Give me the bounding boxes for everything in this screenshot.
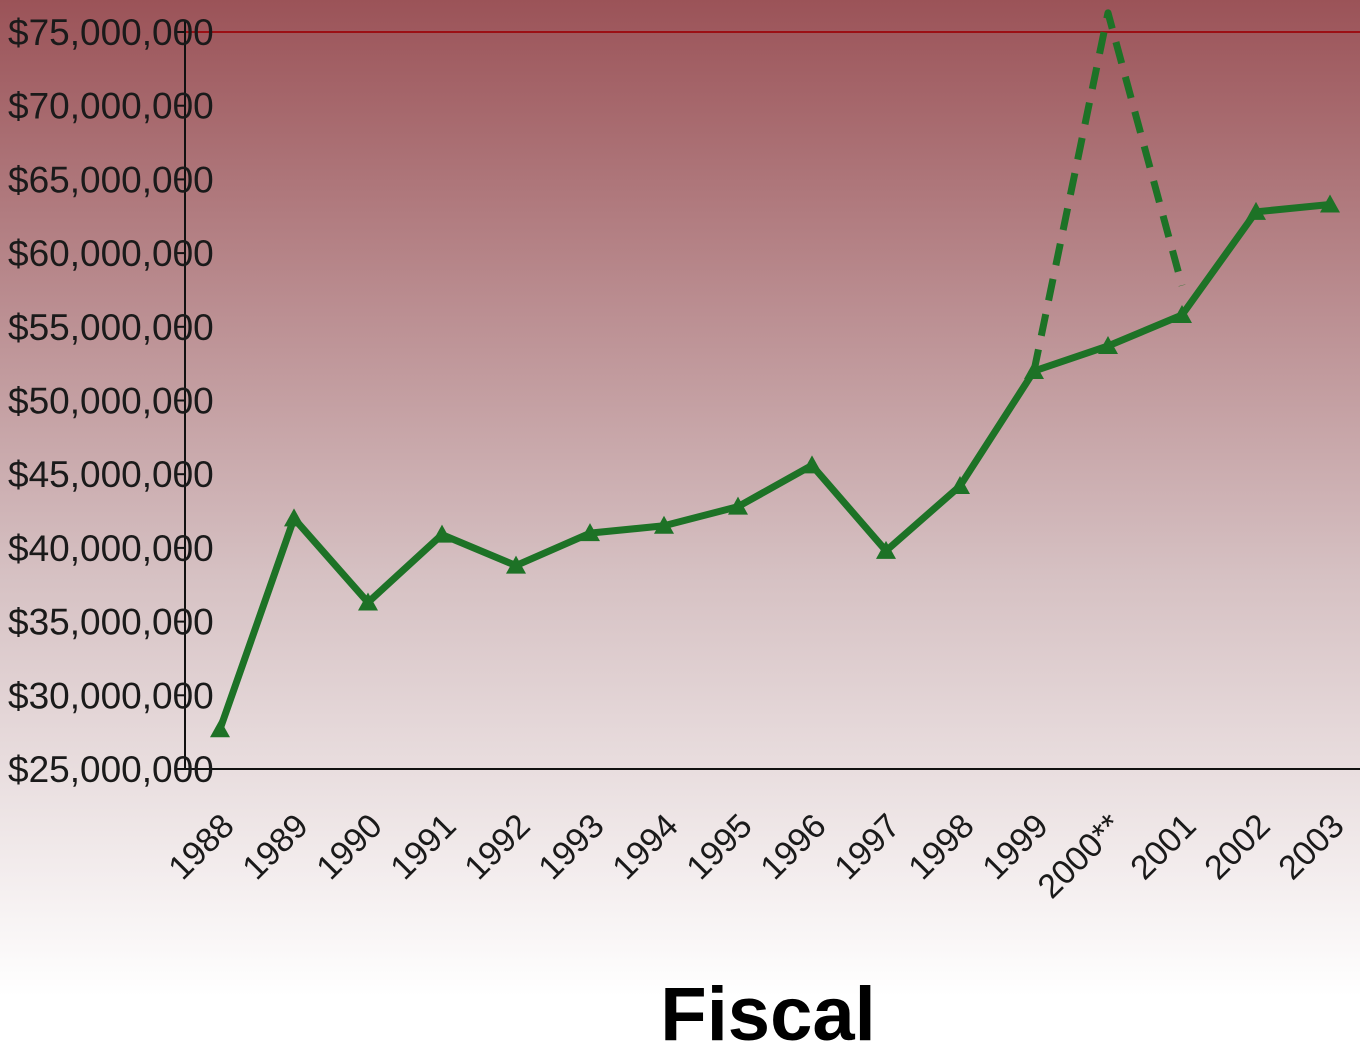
- data-point-marker: [1320, 194, 1340, 213]
- y-tick-label: $60,000,000: [8, 233, 214, 274]
- data-point-marker: [1172, 305, 1192, 324]
- x-axis-title: Fiscal: [660, 972, 875, 1049]
- data-point-marker: [654, 515, 674, 534]
- y-tick-label: $55,000,000: [8, 307, 214, 348]
- data-point-marker: [284, 508, 304, 527]
- data-point-marker: [358, 592, 378, 611]
- y-tick-label: $50,000,000: [8, 381, 214, 422]
- y-tick-label: $25,000,000: [8, 749, 214, 790]
- y-tick-label: $70,000,000: [8, 86, 214, 127]
- y-tick-label: $75,000,000: [8, 12, 214, 53]
- data-point-marker: [802, 455, 822, 474]
- y-tick-label: $65,000,000: [8, 159, 214, 200]
- data-point-marker: [1098, 335, 1118, 354]
- data-point-marker: [580, 523, 600, 542]
- y-tick-label: $30,000,000: [8, 675, 214, 716]
- y-tick-label: $40,000,000: [8, 528, 214, 569]
- data-point-marker: [950, 475, 970, 494]
- y-tick-label: $35,000,000: [8, 602, 214, 643]
- series-line-dashed: [1030, 9, 1186, 372]
- data-point-marker: [506, 555, 526, 574]
- data-point-marker: [432, 524, 452, 543]
- series-line-solid: [216, 200, 1334, 733]
- data-point-marker: [876, 540, 896, 559]
- data-point-marker: [1246, 201, 1266, 220]
- data-point-marker: [728, 496, 748, 515]
- data-point-marker: [210, 719, 230, 738]
- y-tick-label: $45,000,000: [8, 454, 214, 495]
- data-point-marker: [1024, 361, 1044, 380]
